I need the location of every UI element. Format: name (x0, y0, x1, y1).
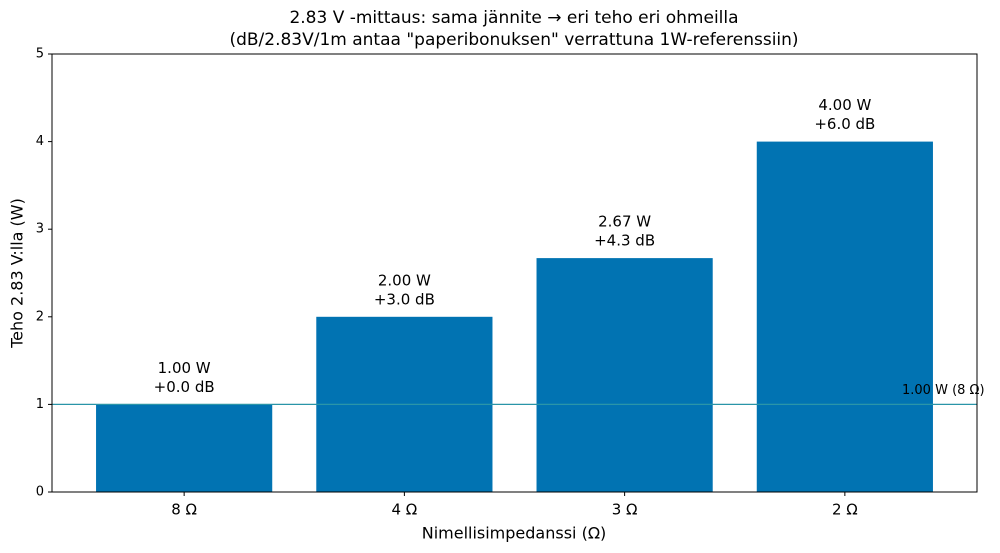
bar (756, 141, 933, 492)
chart-subtitle: (dB/2.83V/1m antaa "paperibonuksen" verr… (229, 30, 798, 50)
y-tick-label: 4 (36, 134, 44, 149)
db-label: +4.3 dB (594, 232, 655, 250)
value-label: 4.00 W (818, 96, 871, 114)
y-tick-label: 0 (36, 485, 44, 500)
x-axis-label: Nimellisimpedanssi (Ω) (422, 524, 607, 543)
y-tick-label: 5 (36, 47, 44, 62)
value-label: 1.00 W (158, 359, 211, 377)
x-tick-label: 3 Ω (612, 501, 638, 519)
y-tick-label: 3 (36, 222, 44, 237)
value-label: 2.00 W (378, 271, 431, 289)
chart-title: 2.83 V -mittaus: sama jännite → eri teho… (289, 8, 738, 28)
x-tick-label: 4 Ω (391, 501, 417, 519)
y-tick-label: 1 (36, 397, 44, 412)
reference-label: 1.00 W (8 Ω) (902, 383, 985, 398)
y-tick-label: 2 (36, 309, 44, 324)
db-label: +3.0 dB (374, 290, 435, 308)
bar (96, 404, 273, 492)
db-label: +6.0 dB (814, 115, 875, 133)
bar (536, 258, 713, 492)
db-label: +0.0 dB (154, 378, 215, 396)
value-label: 2.67 W (598, 213, 651, 231)
x-tick-label: 2 Ω (832, 501, 858, 519)
x-tick-label: 8 Ω (171, 501, 197, 519)
plot-frame (51, 53, 978, 493)
y-axis-label: Teho 2.83 V:lla (W) (8, 198, 27, 349)
